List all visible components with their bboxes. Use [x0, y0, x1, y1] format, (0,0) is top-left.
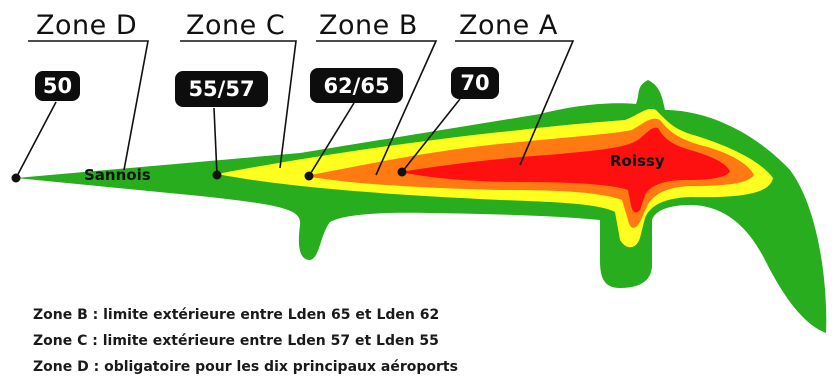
badge-62-65-pointer [308, 102, 355, 177]
zone-d-title: Zone D [36, 10, 137, 41]
badge-70-label: 70 [460, 71, 489, 95]
roissy-label: Roissy [610, 152, 665, 170]
legend-item-zone-c: Zone C : limite extérieure entre Lden 57… [33, 333, 439, 349]
zone-b-title: Zone B [319, 10, 418, 41]
legend: Zone B : limite extérieure entre Lden 65… [33, 302, 458, 380]
badge-70-box [451, 67, 499, 99]
zone-b-title-group: Zone B [316, 10, 438, 176]
legend-item-zone-b: Zone B : limite extérieure entre Lden 65… [33, 307, 440, 323]
badge-70-dot [397, 167, 407, 177]
badge-70-pointer [401, 98, 461, 173]
zone-d-title-group: Zone D [28, 10, 149, 171]
badge-55-57-pointer [213, 107, 218, 176]
badge-62-65-dot [304, 171, 314, 181]
badge-62-65-group: 62/65 [304, 68, 403, 181]
badge-55-57-label: 55/57 [188, 77, 254, 101]
zone-d-title-underline [28, 40, 149, 171]
badge-50-group: 50 [11, 71, 80, 183]
badge-55-57-dot [212, 170, 222, 180]
badge-62-65-label: 62/65 [323, 74, 389, 98]
sannois-label: Sannois [84, 166, 151, 184]
legend-item-zone-d: Zone D : obligatoire pour les dix princi… [33, 359, 458, 375]
badge-50-dot [11, 173, 21, 183]
zone-a-title-underline [455, 40, 575, 166]
zone-c-title-group: Zone C [180, 10, 297, 169]
badge-50-box [35, 71, 80, 101]
badge-55-57-group: 55/57 [175, 71, 268, 180]
zone-c-title: Zone C [186, 10, 285, 41]
zone-d-area [16, 80, 827, 333]
badge-50-pointer [15, 101, 57, 179]
zone-c-title-underline [180, 40, 297, 169]
zone-a-title-group: Zone A [455, 10, 575, 166]
badge-50-label: 50 [43, 74, 72, 98]
badge-55-57-box [175, 71, 268, 107]
zone-b-title-underline [316, 40, 438, 176]
badge-70-group: 70 [397, 67, 499, 177]
zone-a-area [400, 127, 730, 213]
zone-a-title: Zone A [459, 10, 558, 41]
badge-62-65-box [310, 68, 403, 103]
